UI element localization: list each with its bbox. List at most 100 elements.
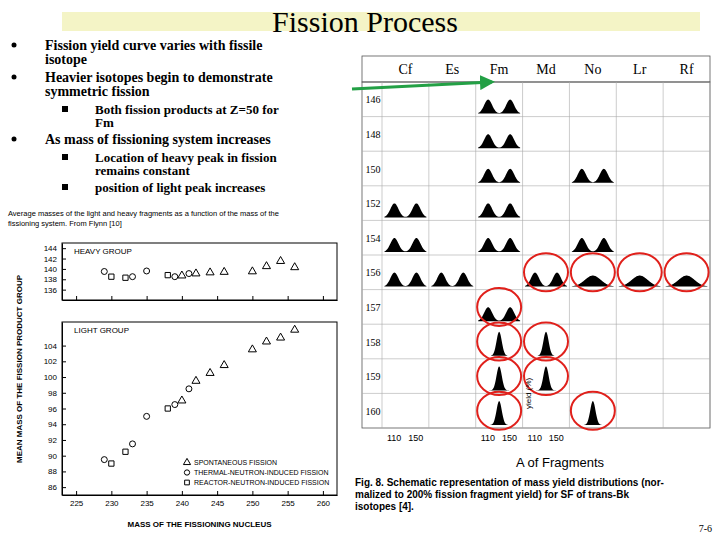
data-point xyxy=(130,441,136,447)
grid-line xyxy=(362,220,710,221)
bullet-marker xyxy=(62,106,68,112)
tick-mark xyxy=(147,296,148,300)
bullet-marker xyxy=(62,184,68,190)
tick-label: 136 xyxy=(44,286,58,295)
row-label: 159 xyxy=(366,371,381,382)
tick-label: 250 xyxy=(246,499,260,508)
x-axis xyxy=(63,296,338,301)
data-point xyxy=(144,268,150,274)
tick xyxy=(323,296,324,300)
yield-distribution xyxy=(384,203,426,217)
data-point xyxy=(277,333,285,340)
tick-mark xyxy=(217,296,218,300)
legend-marker xyxy=(185,480,190,485)
tick-mark xyxy=(62,487,66,488)
tick-mark xyxy=(252,296,253,300)
tick-mark xyxy=(62,440,66,441)
column-header: Es xyxy=(445,62,459,77)
data-point xyxy=(262,337,270,344)
highlight-circle xyxy=(571,392,615,430)
figure-caption: isotopes [4]. xyxy=(355,501,414,512)
panel-title: LIGHT GROUP xyxy=(74,326,129,335)
axis-line xyxy=(63,300,338,301)
row-label: 150 xyxy=(366,164,381,175)
tick-mark xyxy=(62,279,66,280)
yield-distribution xyxy=(478,238,520,252)
column-header: No xyxy=(584,62,601,77)
bullet-text: Heavier isotopes begin to demonstrate xyxy=(45,70,273,85)
tick-mark xyxy=(288,296,289,300)
tick-mark xyxy=(76,491,77,495)
tick-label: 225 xyxy=(70,499,84,508)
data-point xyxy=(277,256,285,263)
tick-label: 96 xyxy=(48,405,57,414)
chart-caption: fissioning system. From Flynn [10] xyxy=(8,219,122,228)
fragment-tick-label: 150 xyxy=(408,433,423,443)
tick-mark xyxy=(62,393,66,394)
tick: 235 xyxy=(140,491,154,508)
highlight-circle xyxy=(524,323,568,361)
tick-mark xyxy=(217,491,218,495)
grid-line xyxy=(362,151,710,152)
tick-mark xyxy=(62,424,66,425)
tick-mark xyxy=(323,296,324,300)
tick-label: 104 xyxy=(44,342,58,351)
data-point xyxy=(220,267,228,274)
tick-mark xyxy=(62,409,66,410)
tick-mark xyxy=(62,361,66,362)
fragment-tick-label: 110 xyxy=(387,433,401,443)
tick-label: 142 xyxy=(44,255,58,264)
row-label: 160 xyxy=(366,406,381,417)
tick: 136 xyxy=(44,286,66,295)
tick: 90 xyxy=(48,452,66,461)
highlight-circle xyxy=(571,253,615,291)
legend-entry: REACTOR-NEUTRON-INDUCED FISSION xyxy=(194,479,329,486)
tick: 245 xyxy=(211,491,225,508)
data-point xyxy=(123,449,128,454)
data-point xyxy=(109,461,114,466)
tick-mark xyxy=(323,491,324,495)
data-point xyxy=(291,263,299,270)
yield-distribution xyxy=(478,100,520,114)
tick-mark xyxy=(62,259,66,260)
row-label: 152 xyxy=(366,198,381,209)
data-point xyxy=(109,274,114,279)
tick-mark xyxy=(288,491,289,495)
slide-title: Fission Process xyxy=(272,5,458,38)
tick-mark xyxy=(62,471,66,472)
legend-entry: THERMAL-NEUTRON-INDUCED FISSION xyxy=(194,469,329,476)
tick-label: 90 xyxy=(48,452,57,461)
yield-distribution xyxy=(384,273,426,287)
data-point xyxy=(192,376,200,383)
tick-mark xyxy=(62,377,66,378)
bullet-text: As mass of fissioning system increases xyxy=(45,132,271,147)
tick: 240 xyxy=(176,491,190,508)
panel-title: HEAVY GROUP xyxy=(74,247,132,256)
tick-mark xyxy=(252,491,253,495)
figure-caption: Fig. 8. Schematic representation of mass… xyxy=(355,477,664,488)
tick: 250 xyxy=(246,491,260,508)
plot-area xyxy=(101,325,298,466)
data-point xyxy=(101,269,107,275)
column-header: Md xyxy=(536,62,555,77)
data-point xyxy=(220,361,228,368)
tick-mark xyxy=(76,296,77,300)
data-point xyxy=(206,368,214,375)
yield-distribution xyxy=(478,134,520,148)
tick: 88 xyxy=(48,467,66,476)
tick: 260 xyxy=(317,491,331,508)
row-label: 158 xyxy=(366,337,381,348)
data-point xyxy=(186,386,192,392)
row-label: 156 xyxy=(366,267,381,278)
legend-marker xyxy=(184,470,189,475)
x-axis-title: MASS OF THE FISSIONING NUCLEUS xyxy=(127,520,272,529)
tick-mark xyxy=(182,491,183,495)
plot-area xyxy=(101,256,298,280)
y-axis: 86889092949698100102104 xyxy=(44,323,66,496)
yield-distribution xyxy=(572,238,614,252)
y-axis-title: MEAN MASS OF THE FISSION PRODUCT GROUP xyxy=(15,274,24,463)
axis-line xyxy=(63,495,338,496)
yield-distribution xyxy=(525,273,567,287)
data-point xyxy=(291,325,299,332)
yield-distribution xyxy=(478,169,520,183)
